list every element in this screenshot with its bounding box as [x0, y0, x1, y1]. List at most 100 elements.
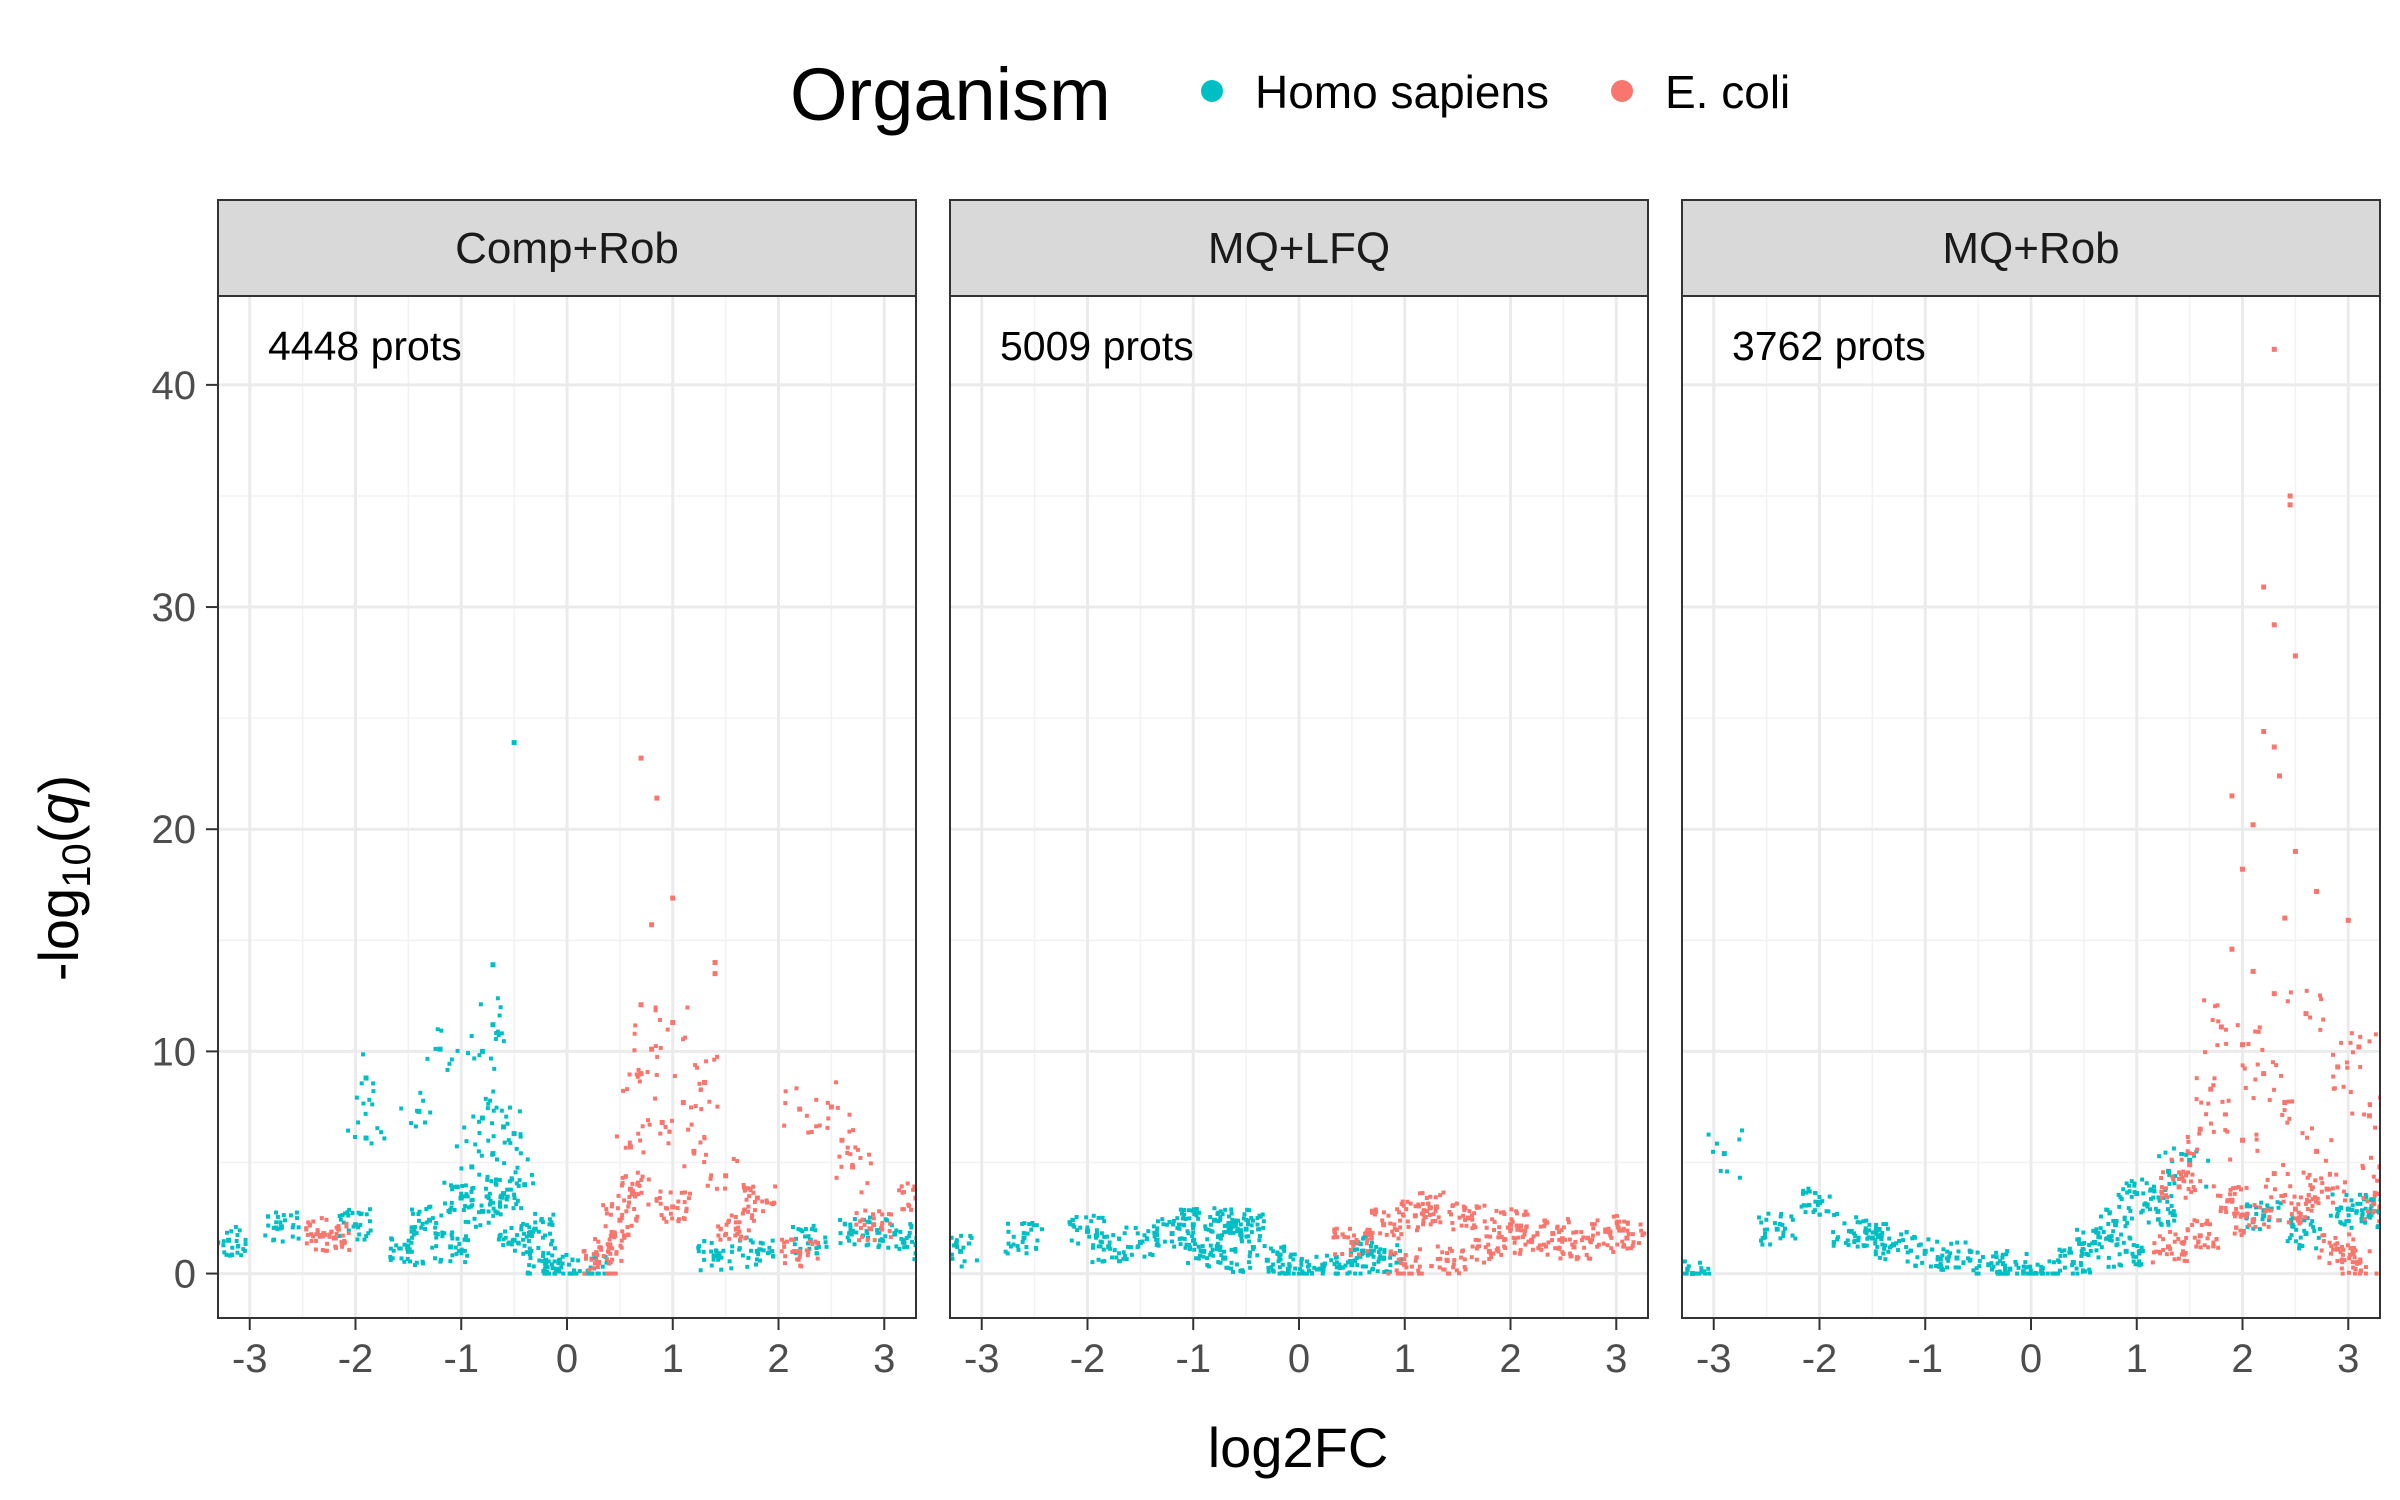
density-texture-dot: [1229, 1211, 1234, 1216]
density-texture-dot: [564, 1252, 569, 1257]
density-texture-dot: [230, 1252, 235, 1257]
density-texture-dot: [930, 1250, 934, 1254]
data-point: [712, 960, 718, 966]
data-point: [691, 1148, 697, 1154]
density-texture-dot: [1067, 1220, 1072, 1225]
density-texture-dot: [1560, 1239, 1565, 1244]
density-texture-dot: [1110, 1255, 1115, 1260]
density-texture-dot: [2003, 1266, 2008, 1271]
density-texture-dot: [1117, 1251, 1122, 1256]
density-texture-dot: [654, 1197, 659, 1202]
density-texture-dot: [2347, 1256, 2352, 1261]
density-texture-dot: [2054, 1271, 2059, 1276]
density-texture-dot: [2338, 1205, 2343, 1210]
density-texture-dot: [1345, 1260, 1350, 1265]
density-texture-dot: [809, 1227, 814, 1232]
data-point: [913, 1242, 916, 1248]
density-texture-dot: [2281, 1199, 2286, 1204]
density-texture-dot: [609, 1204, 614, 1209]
density-texture-dot: [1416, 1271, 1421, 1276]
density-texture-dot: [697, 1081, 702, 1086]
density-texture-dot: [910, 1239, 915, 1244]
density-texture-dot: [1523, 1228, 1528, 1233]
data-point: [1465, 1215, 1471, 1221]
density-texture-dot: [875, 1228, 880, 1233]
density-texture-dot: [2148, 1207, 2153, 1212]
density-texture-dot: [2353, 1248, 2358, 1253]
density-texture-dot: [2319, 997, 2324, 1002]
density-texture-dot: [493, 1036, 498, 1041]
density-texture-dot: [2297, 1242, 2302, 1247]
density-texture-dot: [1242, 1212, 1247, 1217]
density-texture-dot: [1229, 1266, 1234, 1271]
density-texture-dot: [1367, 1270, 1372, 1275]
density-texture-dot: [1407, 1271, 1412, 1276]
density-texture-dot: [1573, 1239, 1578, 1244]
density-texture-dot: [1417, 1191, 1422, 1196]
density-texture-dot: [282, 1218, 287, 1223]
density-texture-dot: [684, 1206, 689, 1211]
density-texture-dot: [905, 1181, 910, 1186]
density-texture-dot: [667, 1129, 672, 1134]
density-texture-dot: [1085, 1225, 1090, 1230]
density-texture-dot: [2206, 1158, 2211, 1163]
data-point: [1954, 1255, 1960, 1261]
density-texture-dot: [1415, 1225, 1420, 1230]
density-texture-dot: [622, 1198, 627, 1203]
density-texture-dot: [2296, 1218, 2301, 1223]
density-texture-dot: [2348, 1252, 2353, 1257]
density-texture-dot: [399, 1256, 404, 1261]
density-texture-dot: [1437, 1265, 1442, 1270]
density-texture-dot: [1423, 1215, 1428, 1220]
density-texture-dot: [2254, 1211, 2259, 1216]
density-texture-dot: [854, 1222, 859, 1227]
density-texture-dot: [1873, 1241, 1878, 1246]
density-texture-dot: [469, 1198, 474, 1203]
x-tick-label: -1: [1175, 1337, 1211, 1381]
density-texture-dot: [2171, 1209, 2176, 1214]
density-texture-dot: [1930, 1247, 1935, 1252]
density-texture-dot: [1107, 1240, 1112, 1245]
density-texture-dot: [353, 1135, 358, 1140]
density-texture-dot: [1346, 1235, 1351, 1240]
density-texture-dot: [2303, 1201, 2308, 1206]
density-texture-dot: [1522, 1232, 1527, 1237]
density-texture-dot: [1836, 1235, 1841, 1240]
density-texture-dot: [924, 1211, 928, 1215]
density-texture-dot: [1155, 1237, 1160, 1242]
density-texture-dot: [445, 1067, 450, 1072]
density-texture-dot: [1245, 1207, 1250, 1212]
density-texture-dot: [1515, 1227, 1520, 1232]
density-texture-dot: [1180, 1211, 1185, 1216]
density-texture-dot: [1780, 1222, 1785, 1227]
density-texture-dot: [1181, 1222, 1186, 1227]
density-texture-dot: [1304, 1271, 1309, 1276]
density-texture-dot: [741, 1185, 746, 1190]
density-texture-dot: [2394, 1205, 2398, 1209]
data-point: [1222, 1255, 1228, 1261]
density-texture-dot: [1075, 1228, 1080, 1233]
density-texture-dot: [595, 1253, 600, 1258]
density-texture-dot: [2169, 1157, 2174, 1162]
density-texture-dot: [2257, 1227, 2262, 1232]
density-texture-dot: [1337, 1262, 1342, 1267]
density-texture-dot: [2070, 1271, 2075, 1276]
density-texture-dot: [491, 1206, 496, 1211]
y-axis-title-close-paren: ): [27, 775, 90, 794]
density-texture-dot: [1129, 1252, 1134, 1257]
data-point: [754, 1248, 760, 1254]
density-texture-dot: [2198, 1245, 2203, 1250]
density-texture-dot: [2059, 1248, 2064, 1253]
density-texture-dot: [1155, 1226, 1160, 1231]
data-point: [2197, 1233, 2203, 1239]
density-texture-dot: [1269, 1265, 1274, 1270]
density-texture-dot: [1382, 1248, 1387, 1253]
density-texture-dot: [463, 1183, 468, 1188]
density-texture-dot: [1408, 1201, 1413, 1206]
density-texture-dot: [505, 1187, 510, 1192]
density-texture-dot: [2169, 1194, 2174, 1199]
density-texture-dot: [1998, 1259, 2003, 1264]
density-texture-dot: [2367, 1249, 2372, 1254]
density-texture-dot: [2344, 1192, 2349, 1197]
density-texture-dot: [1588, 1256, 1593, 1261]
